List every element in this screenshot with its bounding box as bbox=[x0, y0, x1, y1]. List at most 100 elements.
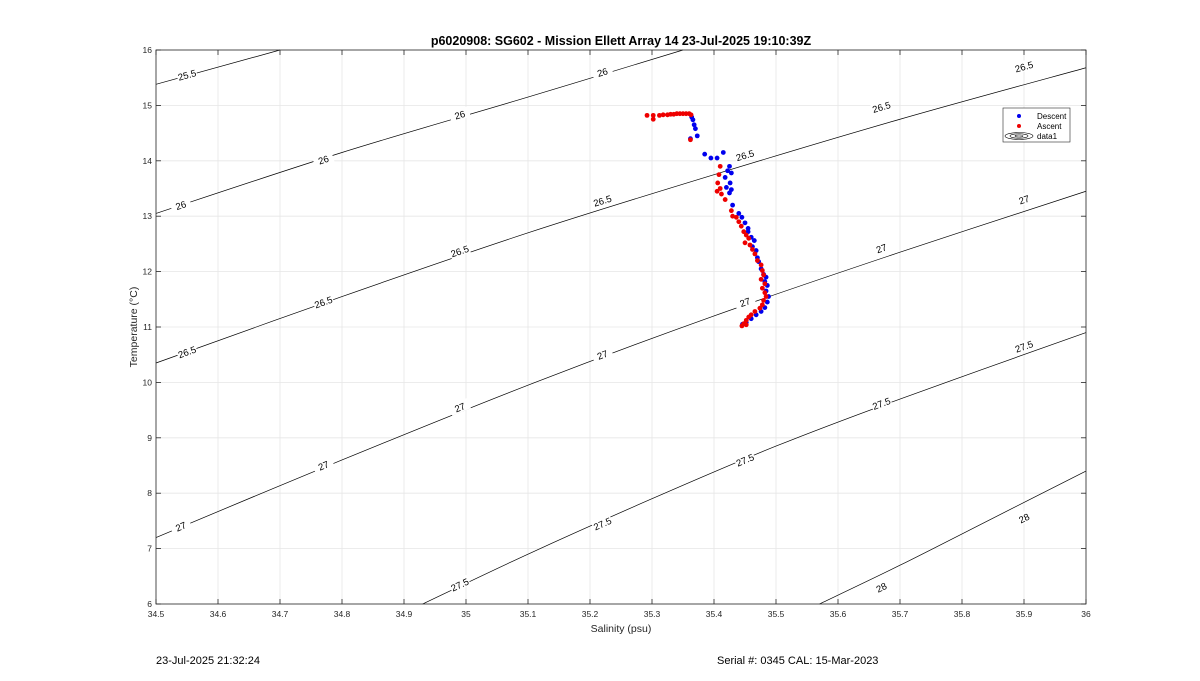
contour-label-group: 27 bbox=[1012, 190, 1036, 208]
contour-label-background bbox=[590, 345, 614, 363]
contour-label: 26.5 bbox=[592, 194, 613, 210]
contour-label: 26.5 bbox=[1014, 60, 1035, 76]
ascent-point bbox=[722, 197, 728, 202]
x-tick-label: 34.6 bbox=[210, 609, 227, 619]
descent-point bbox=[714, 155, 720, 161]
x-tick-label: 36 bbox=[1081, 609, 1091, 619]
contour-label-group: 26.5 bbox=[733, 146, 757, 164]
contour-label-group: 28 bbox=[869, 577, 893, 597]
ascent-point bbox=[717, 186, 723, 191]
contour-label-background bbox=[869, 239, 893, 257]
footer-timestamp: 23-Jul-2025 21:32:24 bbox=[156, 655, 260, 667]
ascent-point bbox=[759, 285, 765, 291]
contour-label-group: 26.5 bbox=[591, 191, 614, 210]
contour-label-background bbox=[311, 456, 335, 474]
contour-label: 27.5 bbox=[871, 396, 892, 413]
density-contour-line bbox=[155, 67, 1087, 364]
grid-layer bbox=[155, 49, 1087, 605]
legend: Descent Ascent data1 bbox=[1002, 107, 1071, 143]
data-points bbox=[644, 111, 771, 329]
contour-label-group: 26.5 bbox=[870, 98, 893, 116]
descent-point bbox=[727, 190, 732, 196]
x-tick-label: 34.9 bbox=[396, 609, 413, 619]
ascent-point bbox=[752, 309, 758, 314]
contour-label-background bbox=[869, 577, 893, 597]
contour-label-background bbox=[869, 394, 893, 412]
x-tick-label: 35 bbox=[461, 609, 471, 619]
ascent-point bbox=[738, 223, 744, 229]
contour-label-background bbox=[1012, 190, 1036, 208]
ascent-point bbox=[757, 305, 763, 311]
ascent-point bbox=[755, 258, 760, 263]
y-tick-label: 10 bbox=[143, 377, 153, 387]
x-tick-label: 34.5 bbox=[148, 609, 165, 619]
y-tick-label: 14 bbox=[143, 156, 153, 166]
ascent-point bbox=[761, 272, 766, 278]
legend-descent-marker bbox=[1017, 114, 1021, 118]
ascent-point bbox=[758, 276, 764, 282]
ascent-point bbox=[750, 247, 755, 252]
ascent-point bbox=[762, 281, 768, 287]
contour-label: 27 bbox=[453, 401, 467, 415]
y-tick-label: 13 bbox=[143, 211, 153, 221]
x-tick-label: 35.1 bbox=[520, 609, 537, 619]
contour-label-group: 27 bbox=[733, 293, 757, 311]
density-contour-line bbox=[422, 332, 1087, 605]
ascent-point bbox=[644, 112, 650, 118]
y-tick-label: 16 bbox=[143, 45, 153, 55]
contour-label: 27 bbox=[875, 242, 889, 256]
y-tick-label: 8 bbox=[147, 488, 152, 498]
x-tick-label: 35.9 bbox=[1016, 609, 1033, 619]
chart-title: p6020908: SG602 - Mission Ellett Array 1… bbox=[431, 34, 812, 48]
contour-label-background bbox=[169, 517, 192, 535]
ascent-point bbox=[741, 229, 747, 235]
contour-label-background bbox=[870, 98, 893, 115]
contour-label-group: 28 bbox=[1012, 508, 1036, 528]
contour-label-background bbox=[591, 63, 614, 80]
descent-point bbox=[727, 163, 732, 169]
density-contour-line bbox=[155, 49, 684, 214]
contour-label: 27 bbox=[739, 296, 753, 310]
x-tick-label: 35.6 bbox=[830, 609, 847, 619]
y-tick-label: 11 bbox=[143, 322, 152, 332]
descent-point bbox=[694, 133, 700, 139]
contour-label-background bbox=[1012, 337, 1036, 355]
descent-point bbox=[727, 180, 733, 186]
descent-point bbox=[764, 299, 770, 305]
contour-label-background bbox=[733, 293, 757, 311]
ascent-point bbox=[657, 112, 662, 118]
contour-label: 27.5 bbox=[735, 452, 756, 469]
contour-label-group: 27.5 bbox=[1012, 337, 1036, 356]
legend-contour-icon bbox=[1004, 132, 1034, 140]
ascent-point bbox=[743, 232, 749, 238]
ascent-point bbox=[730, 213, 735, 219]
density-contour-line bbox=[155, 190, 1087, 538]
density-contours: 25.5 26 26 26 26 26.5 26.5 26.5 26.5 26.5 26.5 26.5… bbox=[155, 49, 1087, 605]
ascent-point bbox=[650, 116, 656, 122]
ascent-point bbox=[762, 290, 768, 296]
ascent-point bbox=[717, 163, 723, 169]
descent-point bbox=[690, 117, 696, 123]
x-tick-label: 35.4 bbox=[706, 609, 723, 619]
ascent-point bbox=[715, 180, 721, 186]
descent-point bbox=[693, 126, 698, 132]
x-axis-label: Salinity (psu) bbox=[591, 623, 652, 635]
x-tick-label: 34.8 bbox=[334, 609, 351, 619]
contour-label-group: 26 bbox=[591, 63, 614, 80]
descent-point bbox=[720, 150, 726, 155]
ascent-point bbox=[743, 317, 749, 323]
contour-label-background bbox=[169, 196, 192, 213]
contour-label: 25.5 bbox=[177, 68, 198, 84]
contour-label: 26.5 bbox=[735, 148, 756, 164]
contour-label: 26 bbox=[317, 154, 330, 168]
ascent-point bbox=[759, 302, 765, 308]
ascent-point bbox=[714, 188, 720, 194]
contour-label-background bbox=[591, 191, 614, 209]
ascent-point bbox=[759, 268, 765, 273]
descent-point bbox=[736, 211, 742, 216]
ascent-point bbox=[746, 314, 752, 320]
ascent-point bbox=[660, 112, 666, 118]
contour-label: 27 bbox=[596, 349, 610, 363]
contour-label-group: 26 bbox=[312, 150, 335, 168]
